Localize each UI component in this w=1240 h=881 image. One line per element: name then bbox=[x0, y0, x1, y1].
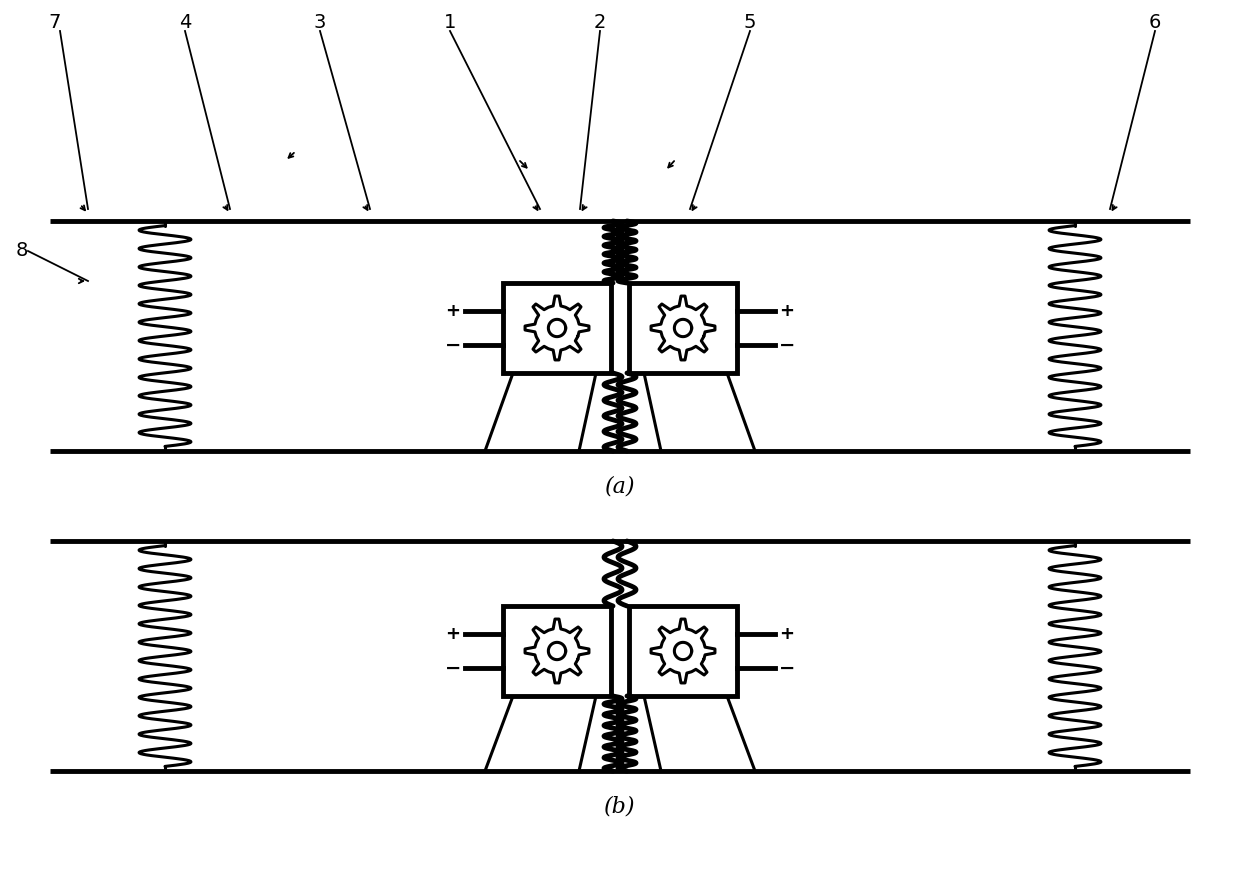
Bar bbox=[503, 283, 611, 373]
Text: (a): (a) bbox=[605, 476, 635, 498]
Text: 7: 7 bbox=[48, 13, 61, 33]
Text: −: − bbox=[779, 336, 795, 354]
Text: (b): (b) bbox=[604, 796, 636, 818]
Text: +: + bbox=[445, 302, 460, 320]
Text: 2: 2 bbox=[594, 13, 606, 33]
Text: −: − bbox=[445, 336, 461, 354]
Bar bbox=[503, 606, 611, 696]
Text: 6: 6 bbox=[1148, 13, 1161, 33]
Bar bbox=[629, 606, 737, 696]
Bar bbox=[629, 283, 737, 373]
Text: 1: 1 bbox=[444, 13, 456, 33]
Text: −: − bbox=[779, 658, 795, 677]
Text: +: + bbox=[780, 302, 795, 320]
Text: +: + bbox=[445, 625, 460, 643]
Text: −: − bbox=[445, 658, 461, 677]
Text: 8: 8 bbox=[16, 241, 29, 261]
Text: 4: 4 bbox=[179, 13, 191, 33]
Text: 5: 5 bbox=[744, 13, 756, 33]
Text: 3: 3 bbox=[314, 13, 326, 33]
Text: +: + bbox=[780, 625, 795, 643]
